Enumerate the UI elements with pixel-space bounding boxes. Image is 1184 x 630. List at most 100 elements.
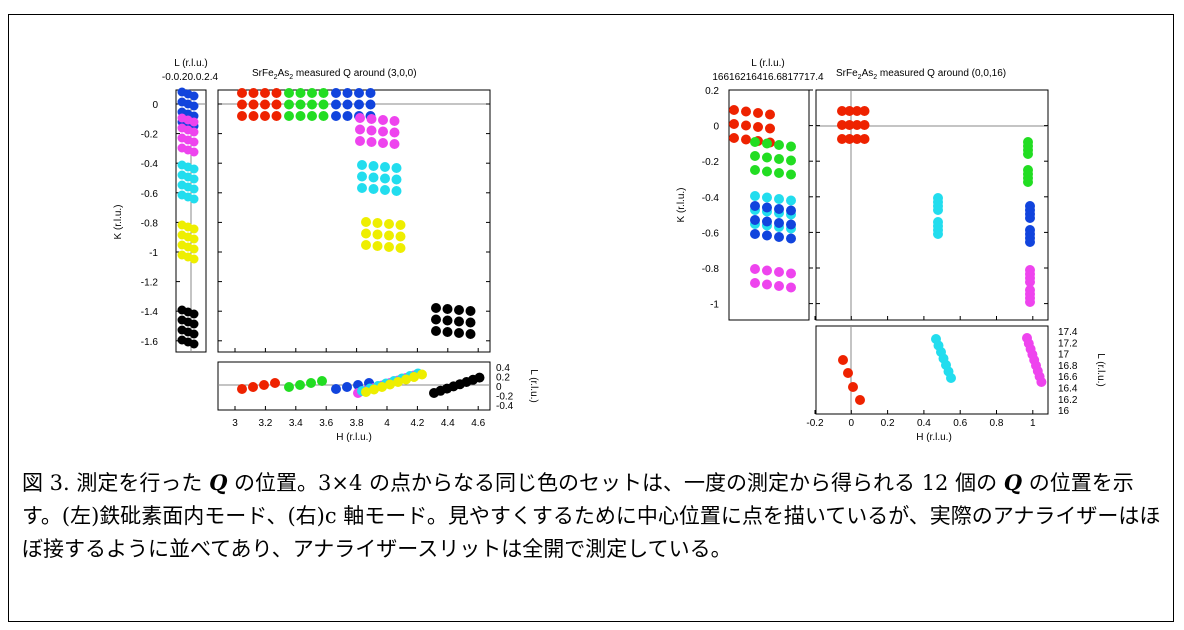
- data-point: [307, 88, 317, 98]
- data-point: [380, 185, 390, 195]
- data-point: [454, 305, 464, 315]
- right-k-tick-label: -0.8: [702, 264, 720, 275]
- data-point: [750, 201, 760, 211]
- left-k-tick-label: -0.2: [141, 130, 159, 141]
- data-point: [357, 183, 367, 193]
- left-k-tick-label: -1.2: [141, 278, 159, 289]
- data-point: [372, 218, 383, 228]
- data-point: [848, 382, 858, 392]
- data-point: [401, 374, 411, 385]
- data-point: [1025, 213, 1035, 223]
- data-point: [189, 309, 199, 319]
- data-point: [365, 88, 376, 98]
- caption-text-1: 図 3. 測定を行った: [22, 471, 210, 495]
- right-lh-panel: [815, 325, 1049, 415]
- data-point: [852, 106, 862, 116]
- data-point: [284, 382, 294, 392]
- left-k-tick-label: -0.8: [141, 218, 159, 229]
- data-point: [318, 99, 329, 110]
- caption-text-3: の位置を示す。(左)鉄砒素面内モード、(右)c 軸モード。見やすくするために中心…: [22, 471, 1161, 561]
- data-point: [331, 88, 341, 98]
- data-point: [284, 99, 294, 110]
- left-k-tick-label: -0.6: [141, 189, 159, 200]
- data-point: [342, 111, 353, 121]
- data-point: [750, 278, 760, 288]
- right-k-tick-label: -0.4: [702, 193, 720, 204]
- data-point: [260, 99, 270, 110]
- data-point: [317, 376, 327, 386]
- data-point: [389, 139, 400, 149]
- data-point: [859, 120, 870, 130]
- data-point: [361, 217, 371, 227]
- data-point: [838, 355, 848, 365]
- left-h-tick-label: 3.2: [258, 418, 272, 429]
- data-point: [1025, 237, 1035, 247]
- data-point: [237, 384, 247, 394]
- data-point: [454, 316, 464, 327]
- data-point: [331, 111, 341, 121]
- left-k-tick-label: 0: [152, 100, 158, 111]
- data-point: [765, 123, 775, 134]
- data-point: [380, 162, 390, 172]
- data-point: [762, 152, 772, 163]
- left-h-tick-label: 3.8: [350, 418, 364, 429]
- left-k-axis-label: K (r.l.u.): [113, 204, 124, 239]
- data-point: [750, 165, 760, 175]
- data-point: [189, 244, 199, 254]
- data-point: [391, 163, 402, 173]
- data-point: [189, 339, 199, 349]
- data-point: [342, 88, 353, 98]
- data-point: [786, 141, 796, 152]
- data-point: [465, 306, 476, 316]
- data-point: [307, 111, 317, 121]
- left-k-tick-label: -1.6: [141, 337, 159, 348]
- data-point: [342, 99, 353, 110]
- left-l-tick-label: -0.2: [496, 392, 514, 403]
- data-point: [361, 240, 371, 250]
- data-point: [762, 216, 772, 227]
- data-point: [189, 101, 199, 111]
- data-point: [786, 268, 796, 279]
- right-l-tick-label: 17.4: [1058, 327, 1078, 338]
- data-point: [774, 168, 784, 178]
- right-k-tick-label: 0: [713, 122, 719, 133]
- data-point: [465, 329, 476, 339]
- data-point: [750, 229, 760, 239]
- data-point: [189, 127, 199, 137]
- right-l-tick-label: 16: [1058, 406, 1070, 417]
- data-point: [189, 91, 199, 101]
- data-point: [1025, 277, 1035, 287]
- data-point: [786, 282, 796, 293]
- data-point: [295, 88, 306, 98]
- left-h-tick-label: 4.6: [471, 418, 485, 429]
- data-point: [259, 380, 269, 390]
- left-h-tick-label: 3.4: [289, 418, 303, 429]
- left-k-tick-label: -1: [149, 248, 158, 259]
- data-point: [271, 88, 282, 98]
- data-point: [774, 194, 784, 204]
- data-point: [844, 134, 855, 144]
- data-point: [465, 317, 476, 328]
- data-point: [377, 382, 387, 392]
- data-point: [372, 229, 383, 240]
- data-point: [389, 116, 400, 126]
- left-k-tick-label: -1.4: [141, 307, 159, 318]
- data-point: [378, 115, 388, 125]
- data-point: [380, 173, 390, 184]
- data-point: [189, 147, 199, 157]
- right-h-axis-label: H (r.l.u.): [916, 432, 952, 443]
- left-l-ticks: 0.40.20-0.2-0.4: [496, 363, 514, 412]
- data-point: [442, 304, 453, 314]
- data-point: [741, 134, 751, 145]
- data-point: [284, 88, 294, 98]
- data-point: [391, 186, 402, 196]
- left-scatter-points: [177, 87, 485, 398]
- data-point: [378, 138, 388, 148]
- data-point: [431, 303, 441, 313]
- data-point: [384, 230, 394, 241]
- data-point: [741, 120, 751, 131]
- right-h-ticks: -0.2 0 0.2 0.4 0.6 0.8 1: [806, 316, 1036, 429]
- data-point: [431, 314, 441, 325]
- data-point: [762, 138, 772, 149]
- data-point: [729, 119, 739, 129]
